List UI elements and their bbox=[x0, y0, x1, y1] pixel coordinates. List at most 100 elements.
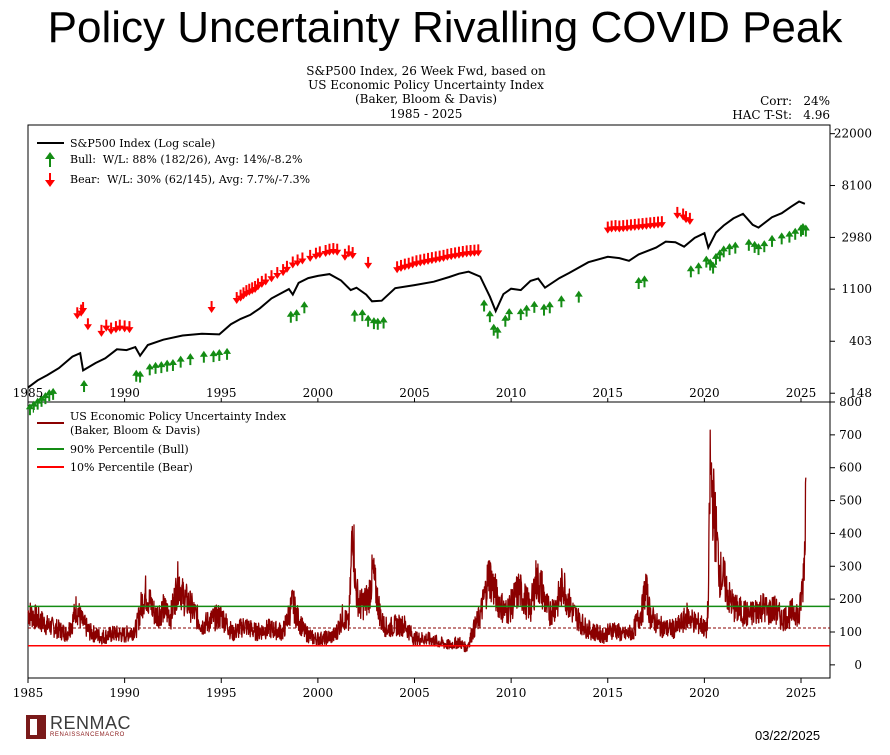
bear-arrow bbox=[673, 206, 682, 219]
legend-epu-label-2: (Baker, Bloom & Davis) bbox=[70, 424, 200, 437]
bear-arrow bbox=[282, 260, 291, 273]
sp500-line bbox=[27, 200, 806, 389]
top-x-axis bbox=[27, 398, 802, 402]
bull-arrow bbox=[715, 249, 724, 262]
bull-arrow bbox=[768, 234, 777, 247]
bull-arrow bbox=[157, 361, 166, 374]
bottom-y-axis: 0 100 200 300 400 500 600 700 800 bbox=[830, 395, 862, 672]
bull-arrow bbox=[163, 359, 172, 372]
bottom-ytick-label: 600 bbox=[839, 461, 862, 475]
bull-arrow bbox=[37, 394, 46, 407]
renmac-logo-word: RENMAC bbox=[50, 713, 132, 733]
chart-title-line-4: 1985 - 2025 bbox=[390, 107, 463, 121]
top-xtick-label: 2005 bbox=[399, 386, 430, 400]
top-y-axis: 148 403 1100 2980 8100 22000 bbox=[830, 127, 872, 400]
renmac-logo-icon bbox=[26, 715, 46, 739]
top-xtick-label: 2025 bbox=[786, 386, 817, 400]
chart-title-line-3: (Baker, Bloom & Davis) bbox=[355, 92, 497, 106]
bull-arrow bbox=[145, 363, 154, 376]
top-ytick-label: 148 bbox=[849, 386, 872, 400]
bear-arrow bbox=[73, 307, 82, 320]
stat-hac-value: 4.96 bbox=[803, 108, 830, 122]
bear-arrow bbox=[348, 247, 357, 260]
top-xtick-label: 1985 bbox=[13, 386, 44, 400]
bull-arrow bbox=[711, 252, 720, 265]
epu-line bbox=[27, 429, 807, 653]
bull-arrow bbox=[777, 232, 786, 245]
bear-arrow bbox=[125, 321, 134, 334]
bottom-ytick-label: 300 bbox=[839, 559, 862, 573]
top-xtick-label: 2010 bbox=[496, 386, 527, 400]
legend-bear-label: Bear: W/L: 30% (62/145), Avg: 7.7%/-7.3% bbox=[70, 173, 310, 186]
bear-arrow bbox=[279, 264, 288, 277]
bottom-xtick-label: 2015 bbox=[592, 686, 623, 700]
top-plot-area bbox=[25, 200, 810, 416]
bull-arrow bbox=[785, 230, 794, 243]
bull-arrow bbox=[350, 309, 359, 322]
bull-arrow bbox=[49, 387, 58, 400]
bear-arrow bbox=[97, 324, 106, 337]
bottom-ytick-label: 800 bbox=[839, 395, 862, 409]
bear-arrow bbox=[298, 252, 307, 265]
bottom-ytick-label: 0 bbox=[854, 658, 862, 672]
bull-arrow bbox=[731, 241, 740, 254]
bear-arrow bbox=[207, 301, 216, 314]
legend-bull-label: Bull: W/L: 88% (182/26), Avg: 14%/-8.2% bbox=[70, 153, 302, 166]
bull-arrow bbox=[686, 265, 695, 278]
legend-sp500-label: S&P500 Index (Log scale) bbox=[70, 137, 215, 150]
stats-block: Corr: 24% HAC T-St: 4.96 bbox=[732, 94, 830, 122]
bull-arrow bbox=[480, 299, 489, 312]
bear-arrow bbox=[257, 275, 266, 288]
bear-arrow bbox=[364, 256, 373, 269]
bull-arrow bbox=[801, 224, 810, 237]
bull-arrow bbox=[223, 347, 232, 360]
page-headline: Policy Uncertainty Rivalling COVID Peak bbox=[47, 3, 843, 52]
top-xtick-label: 1990 bbox=[109, 386, 140, 400]
bear-arrow bbox=[232, 292, 241, 305]
bull-arrow bbox=[557, 295, 566, 308]
bull-arrow bbox=[634, 277, 643, 290]
bull-arrow bbox=[215, 348, 224, 361]
top-xtick-label: 2000 bbox=[303, 386, 334, 400]
bull-arrow bbox=[702, 255, 711, 268]
bear-arrow bbox=[657, 216, 666, 229]
legend-bear-line-label: 10% Percentile (Bear) bbox=[70, 461, 193, 474]
stat-corr-label: Corr: bbox=[760, 94, 792, 108]
bull-arrow bbox=[522, 304, 531, 317]
bull-arrow bbox=[80, 380, 89, 393]
legend-bull-line-label: 90% Percentile (Bull) bbox=[70, 443, 189, 456]
bull-arrow bbox=[760, 240, 769, 253]
bottom-xtick-label: 2010 bbox=[496, 686, 527, 700]
top-xtick-label: 2020 bbox=[689, 386, 720, 400]
bull-arrow bbox=[493, 326, 502, 339]
bull-arrow bbox=[505, 308, 514, 321]
bear-arrow bbox=[261, 273, 270, 286]
bottom-plot-area bbox=[27, 429, 830, 653]
bear-arrow bbox=[253, 278, 262, 291]
bull-arrow bbox=[41, 392, 50, 405]
top-ytick-label: 403 bbox=[849, 334, 872, 348]
bottom-xtick-label: 1995 bbox=[206, 686, 237, 700]
bear-arrow bbox=[102, 319, 111, 332]
bull-arrow bbox=[151, 361, 160, 374]
top-ytick-label: 22000 bbox=[834, 127, 872, 141]
bull-arrow bbox=[199, 350, 208, 363]
bear-arrow bbox=[293, 254, 302, 267]
legend-bull-arrow-icon bbox=[45, 152, 55, 167]
bottom-ytick-label: 400 bbox=[839, 526, 862, 540]
bull-arrow bbox=[709, 261, 718, 274]
bull-arrow bbox=[530, 300, 539, 313]
bull-arrow bbox=[754, 243, 763, 256]
bear-arrow bbox=[306, 249, 315, 262]
top-ytick-label: 1100 bbox=[841, 282, 872, 296]
bull-arrow bbox=[292, 309, 301, 322]
bear-arrow bbox=[273, 267, 282, 280]
bottom-legend: US Economic Policy Uncertainty Index (Ba… bbox=[34, 410, 287, 476]
bottom-xtick-label: 1990 bbox=[109, 686, 140, 700]
bear-arrow bbox=[83, 318, 92, 331]
bear-arrow bbox=[340, 248, 349, 261]
bull-arrow bbox=[791, 227, 800, 240]
report-date: 03/22/2025 bbox=[755, 728, 821, 743]
bear-arrow bbox=[344, 245, 353, 258]
